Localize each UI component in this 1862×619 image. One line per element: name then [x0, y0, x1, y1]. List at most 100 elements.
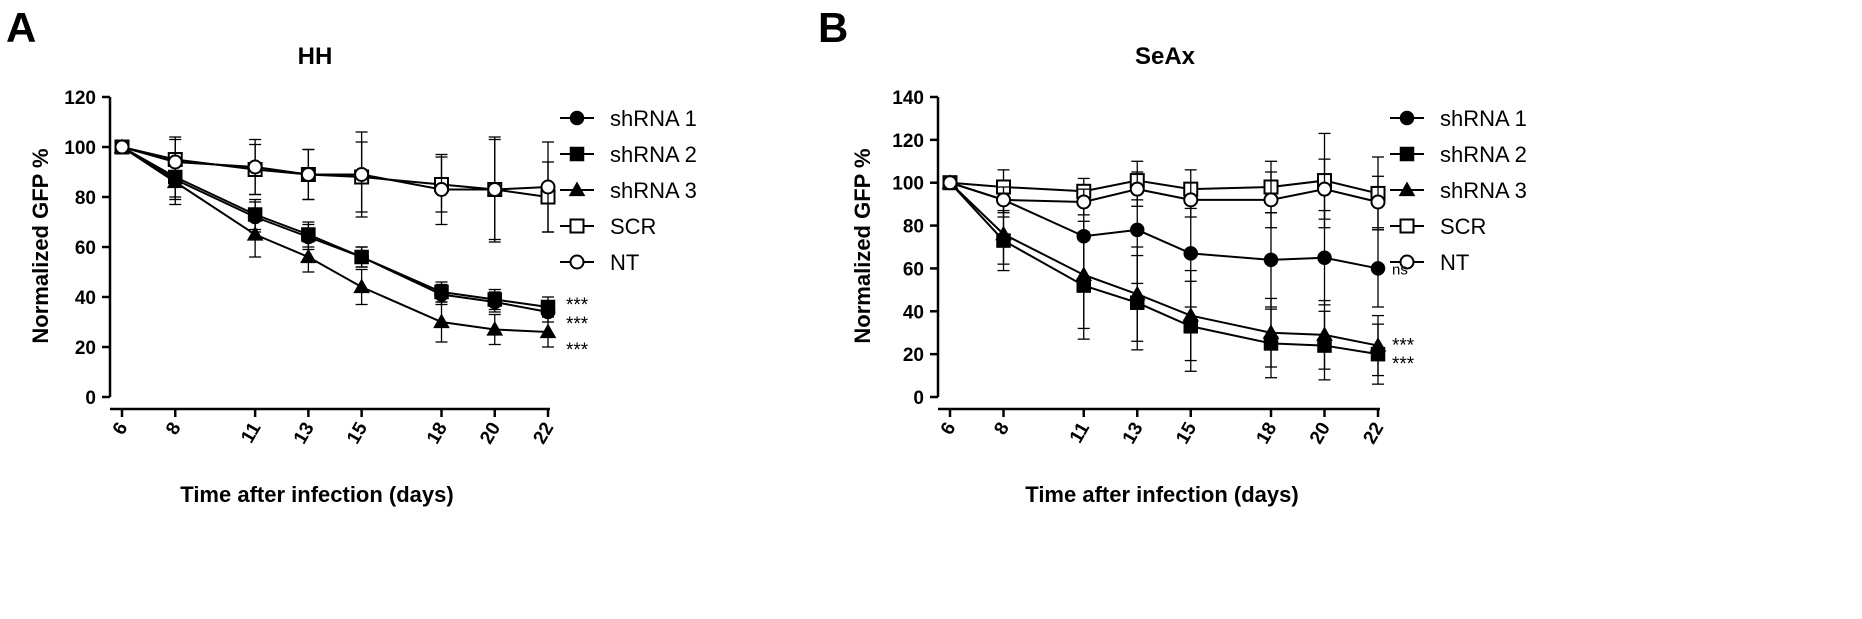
panel-a-y-tick-label: 60 — [75, 238, 96, 259]
panel-b-legend-shrna-1-label: shRNA 1 — [1440, 106, 1527, 131]
panel-b-legend-shrna-3-marker — [1398, 181, 1416, 197]
panel-b-xlabel: Time after infection (days) — [1025, 482, 1298, 507]
panel-b-shrna-3-point — [1316, 326, 1333, 341]
panel-b-nt-point — [1129, 181, 1145, 197]
panel-b-y-tick-label: 100 — [892, 174, 924, 195]
panel-a-legend-scr-marker — [569, 218, 585, 234]
panel-b-shrna-1-point — [1183, 246, 1198, 261]
panel-b-legend-scr-marker — [1399, 218, 1415, 234]
panel-b-nt-point — [1317, 181, 1332, 197]
panel-a-shrna-3-point — [539, 323, 557, 339]
panel-a-shrna-2-point — [301, 227, 316, 242]
panel-b-significance-label: *** — [1392, 336, 1415, 357]
panel-b-shrna-3-line — [949, 181, 1379, 347]
panel-a-y-tick-label: 120 — [64, 88, 96, 109]
panel-b-ylabel: Normalized GFP % — [850, 148, 875, 343]
panel-a-legend-shrna-2-label: shRNA 2 — [610, 142, 697, 167]
panel-a-legend-scr-label: SCR — [610, 214, 656, 239]
panel-a-nt-line — [121, 146, 549, 191]
panel-a-x-tick-label: 15 — [343, 419, 372, 448]
panel-b-y-tick-label: 120 — [892, 131, 924, 152]
panel-a-shrna-3-line — [121, 146, 549, 333]
panel-b-legend-nt-marker — [1399, 254, 1415, 270]
panel-b-y-tick-label: 40 — [903, 302, 924, 323]
panel-a-shrna-2-point — [354, 249, 369, 265]
panel-b-significance-label: *** — [1392, 354, 1415, 375]
panel-b-title: SeAx — [1135, 43, 1196, 70]
panel-b-letter: B — [818, 4, 848, 51]
panel-b-nt-point — [1076, 194, 1092, 210]
panel-b-shrna-3-point — [1075, 266, 1093, 281]
panel-b-legend-shrna-2-label: shRNA 2 — [1440, 142, 1527, 167]
panel-b-scr-line — [949, 179, 1379, 195]
panel-a-y-tick-label: 100 — [64, 138, 96, 159]
panel-b-nt-point — [996, 192, 1011, 208]
panel-a-y-tick-label: 0 — [85, 388, 96, 409]
panel-b-x-tick-label: 13 — [1119, 419, 1148, 448]
panel-a-significance-label: *** — [566, 295, 589, 316]
panel-b-x-tick-label: 15 — [1172, 419, 1201, 448]
panel-b-x-tick-label: 18 — [1253, 419, 1282, 448]
panel-b-plot: 0 20 40 60 80 100 120 140 6 8 11 13 15 18 20 22 shRNA 1 s… — [892, 88, 1527, 448]
panel-a-shrna-2-point — [434, 284, 449, 300]
panel-b-x-tick-label: 8 — [990, 419, 1013, 439]
panel-a-shrna-3-point — [246, 226, 264, 241]
panel-b-y-tick-label: 0 — [913, 388, 924, 409]
panel-b-nt-point — [942, 175, 958, 191]
panel-a-shrna-3-point — [353, 278, 370, 294]
panel-b-x-tick-label: 22 — [1360, 419, 1389, 448]
panel-b-x-tick-label: 6 — [937, 419, 960, 439]
panel-a-nt-point — [434, 182, 449, 197]
panel-a-nt-point — [487, 182, 503, 197]
panel-b-legend-nt-label: NT — [1440, 250, 1469, 275]
panel-b-legend-scr-label: SCR — [1440, 214, 1486, 239]
panel-b-nt-point — [1263, 192, 1279, 208]
panel-a-y-tick-label: 80 — [75, 188, 96, 209]
panel-a-shrna-2-point — [540, 299, 556, 315]
panel-b-nt-line — [949, 181, 1379, 204]
panel-b-shrna-1-point — [1263, 252, 1279, 268]
panel-a-x-tick-label: 8 — [162, 419, 185, 439]
panel-b-x-tick-label: 20 — [1306, 419, 1335, 448]
panel-a-significance-label: *** — [566, 314, 589, 335]
panel-a-y-tick-label: 20 — [75, 338, 96, 359]
panel-a-legend-nt-marker — [569, 254, 585, 270]
panel-b-significance-label: ns — [1392, 261, 1408, 278]
panel-b-nt-point — [1183, 192, 1199, 208]
panel-b-y-tick-label: 60 — [903, 259, 924, 280]
panel-a-legend-shrna-1-label: shRNA 1 — [610, 106, 697, 131]
panel-a-nt-point — [114, 139, 130, 155]
panel-b-shrna-1-point — [1317, 250, 1332, 265]
panel-a-ylabel: Normalized GFP % — [28, 148, 53, 343]
panel-b-shrna-3-point — [995, 225, 1012, 241]
panel-b-legend-shrna-1-marker — [1399, 110, 1415, 126]
panel-a-x-tick-label: 22 — [530, 419, 559, 448]
panel-b-x-tick-label: 11 — [1066, 419, 1094, 447]
panel-b-y-tick-label: 140 — [892, 88, 924, 109]
panel-a-x-tick-label: 6 — [109, 419, 132, 439]
panel-a-x-tick-label: 11 — [237, 419, 265, 447]
panel-b-shrna-1-point — [1130, 222, 1145, 238]
panel-a-nt-point — [300, 167, 316, 182]
panel-a-xlabel: Time after infection (days) — [180, 482, 453, 507]
panel-a-legend-shrna-1-marker — [569, 110, 585, 126]
panel-a-nt-point — [247, 159, 263, 175]
panel-b-shrna-1-line — [949, 181, 1379, 270]
panel-a-nt-point — [167, 154, 183, 170]
panel-b-shrna-3-point — [1262, 324, 1280, 339]
panel-a-legend-shrna-3-label: shRNA 3 — [610, 178, 697, 203]
panel-a-shrna-3-point — [486, 321, 504, 336]
panel-a-plot: 0 20 40 60 80 100 120 6 8 11 13 15 18 20 22 shRNA 1 shRN… — [64, 88, 697, 448]
panel-a-nt-point — [354, 167, 370, 182]
panel-b-shrna-3-point — [1182, 307, 1200, 322]
panel-b-legend-shrna-2-marker — [1399, 146, 1415, 162]
panel-a-letter: A — [6, 4, 36, 51]
panel-b-y-tick-label: 20 — [903, 345, 924, 366]
panel-a-x-tick-label: 18 — [423, 419, 452, 448]
panel-b-shrna-2-line — [949, 182, 1379, 356]
panel-b-nt-point — [1370, 194, 1386, 210]
panel-b-shrna-1-point — [1370, 261, 1386, 276]
panel-a-legend-nt-label: NT — [610, 250, 639, 275]
panel-b-shrna-3-point — [1128, 285, 1146, 301]
